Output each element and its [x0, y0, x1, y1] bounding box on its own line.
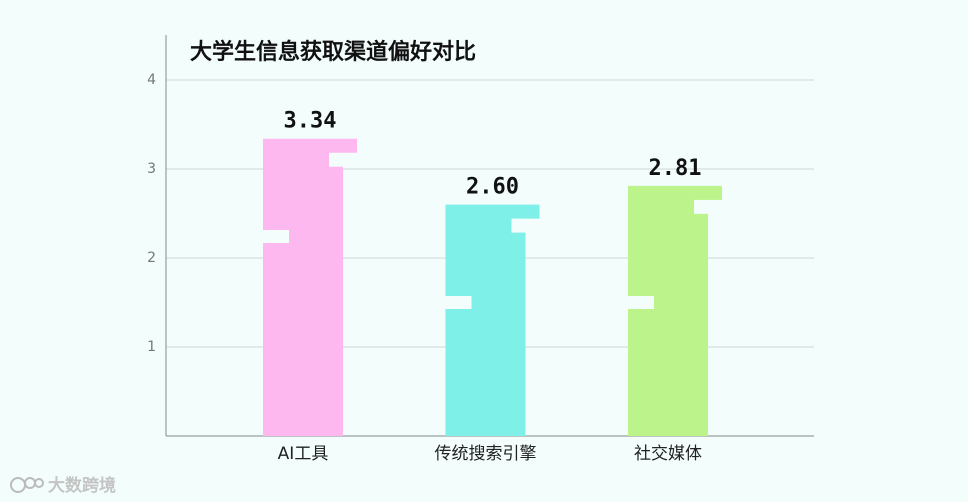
bar-notch — [445, 296, 472, 309]
watermark-logo — [10, 477, 44, 493]
y-tick-label: 3 — [147, 161, 156, 177]
bar-notch — [511, 218, 526, 233]
watermark: 大数跨境 — [48, 475, 116, 496]
chart-title: 大学生信息获取渠道偏好对比 — [190, 39, 476, 65]
x-tick-label: AI工具 — [278, 444, 329, 464]
bar — [445, 204, 526, 436]
bar — [628, 185, 708, 436]
bar-notch — [329, 152, 343, 167]
bar-notch — [263, 230, 289, 243]
bar-notch — [694, 199, 708, 214]
x-tick-label: 传统搜索引擎 — [435, 444, 537, 464]
bar-notch — [628, 296, 654, 309]
value-label: 2.60 — [466, 175, 519, 200]
y-tick-label: 2 — [147, 250, 156, 266]
bar — [263, 138, 343, 437]
y-tick-label: 1 — [147, 339, 156, 355]
x-tick-label: 社交媒体 — [634, 444, 702, 464]
bar-pixel — [525, 204, 540, 219]
value-label: 2.81 — [649, 156, 702, 181]
y-tick-label: 4 — [147, 72, 156, 88]
bar-pixel — [708, 185, 722, 200]
value-label: 3.34 — [284, 109, 337, 134]
bar-pixel — [343, 138, 357, 153]
